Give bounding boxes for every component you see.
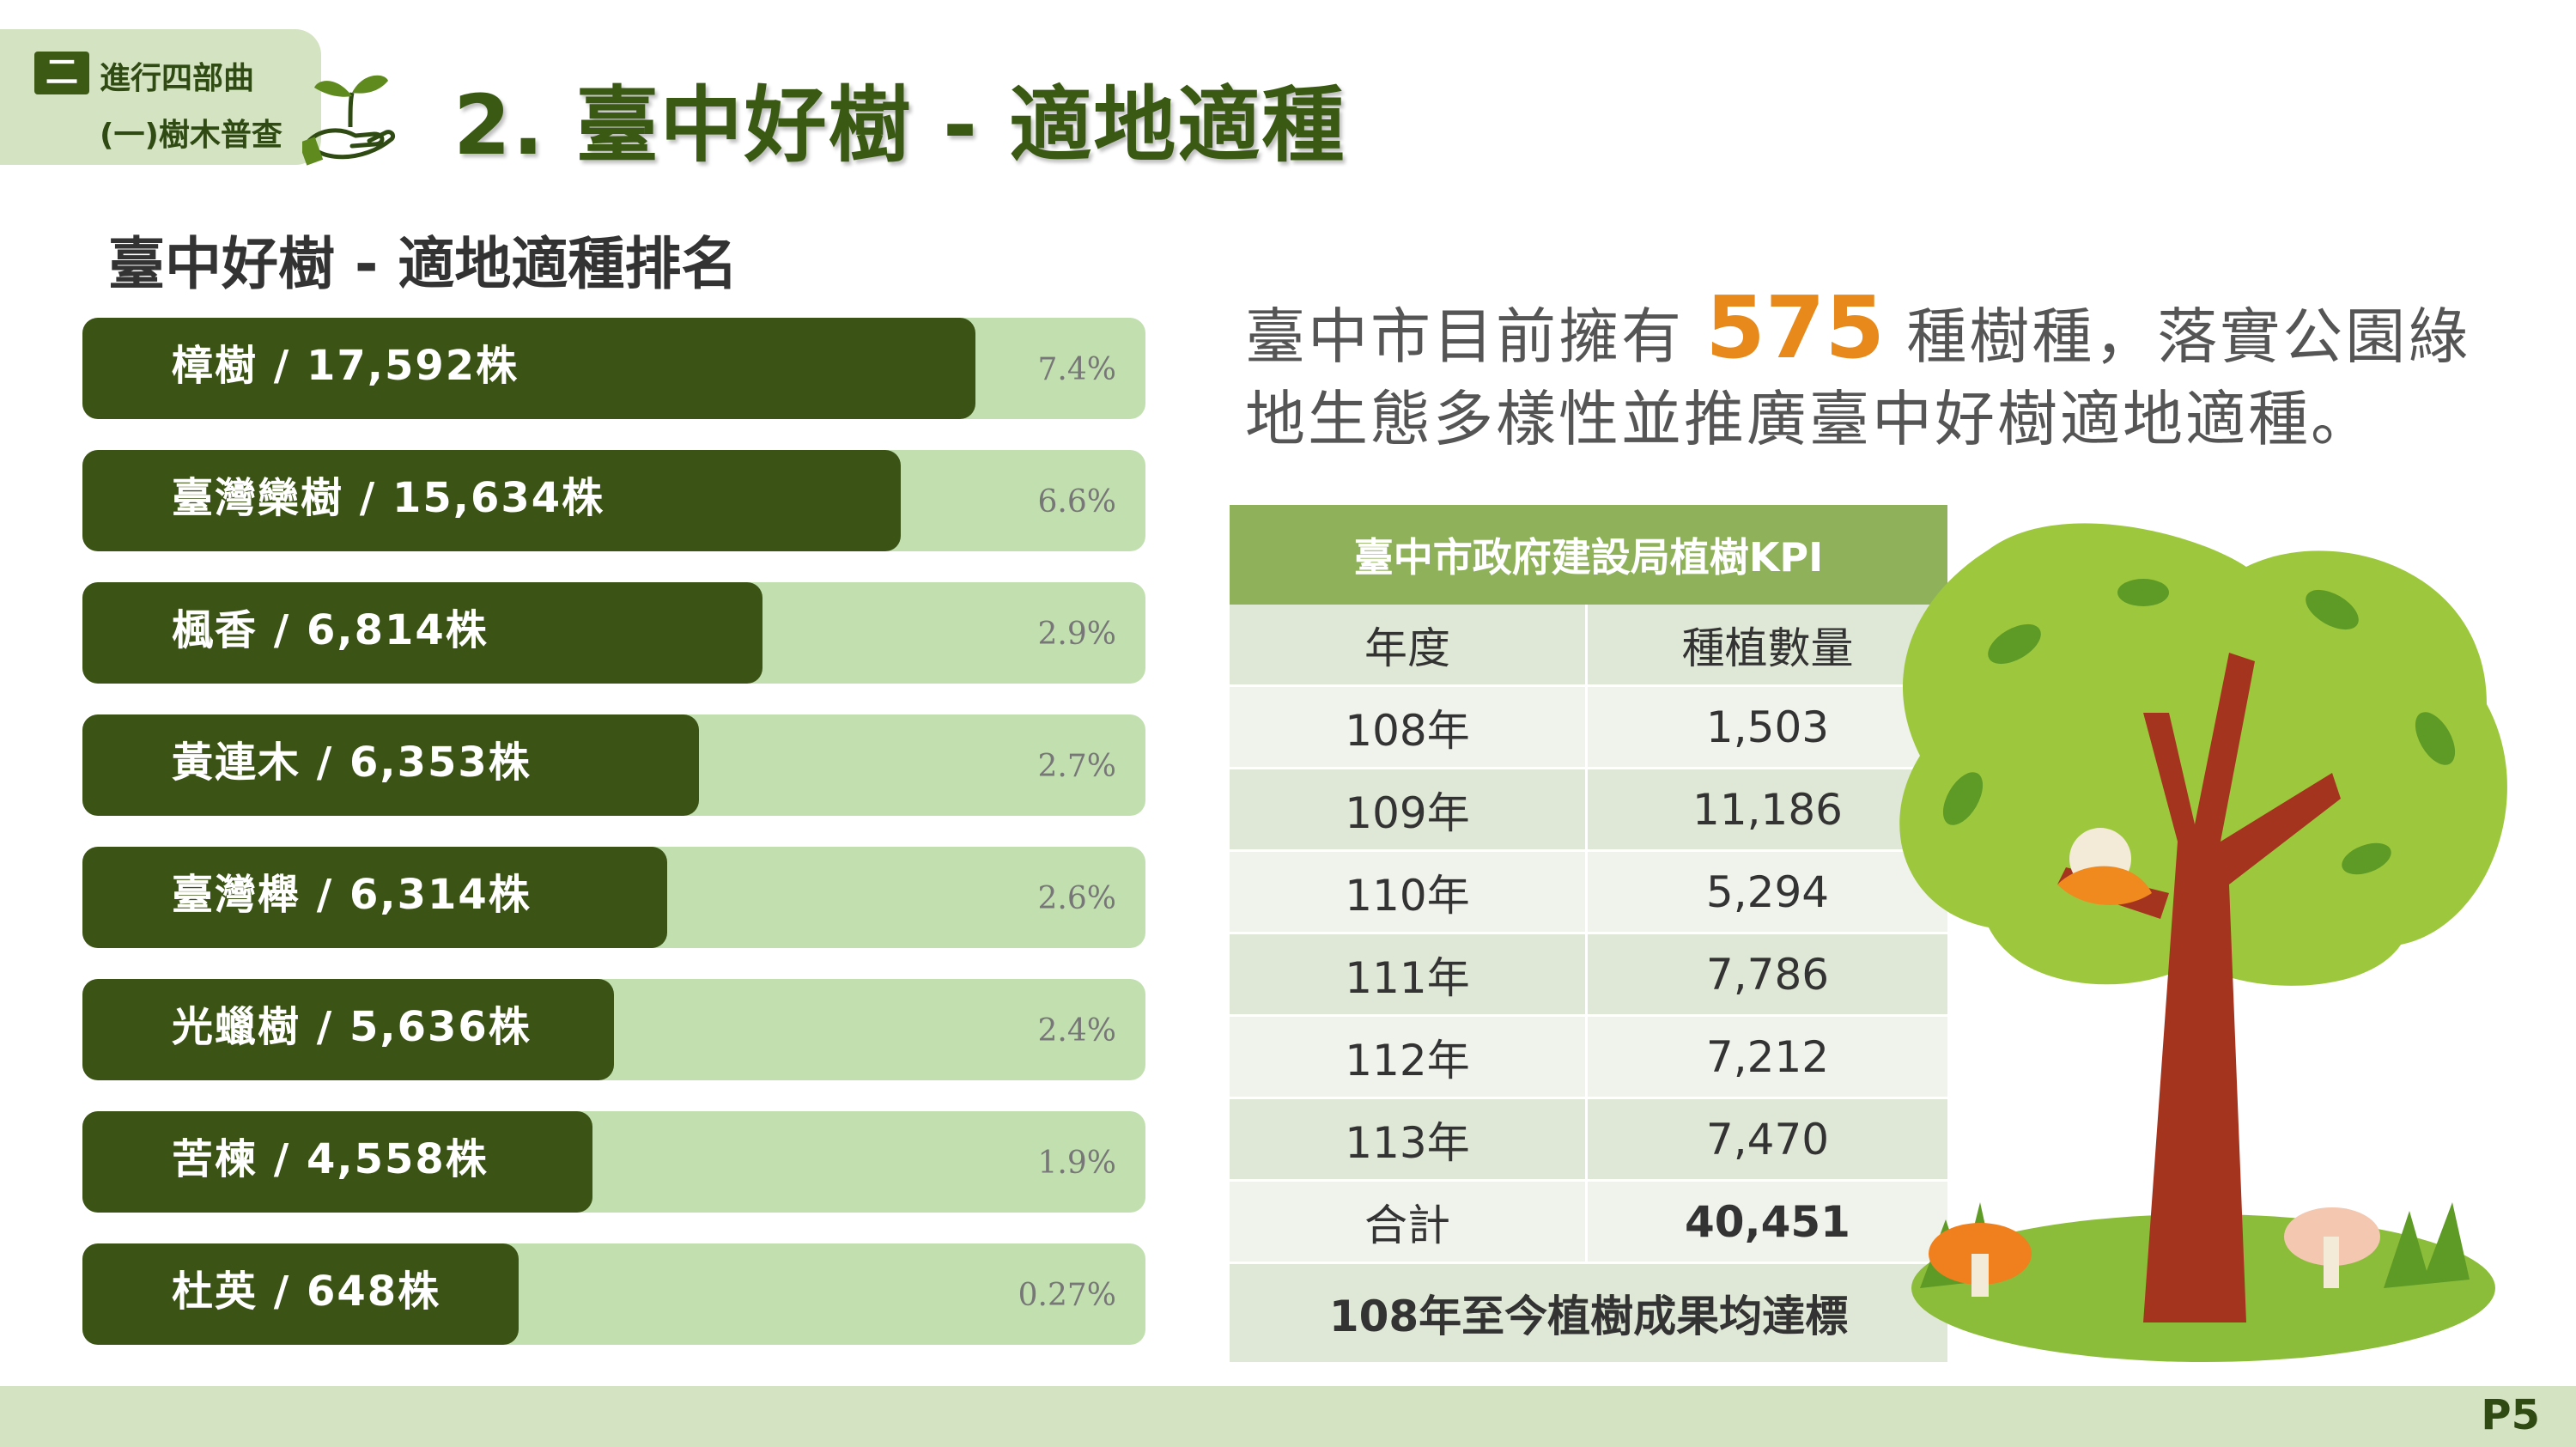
species-count: 575 [1705,277,1886,378]
ranking-bar-percent: 2.9% [1037,617,1116,652]
row-count: 7,470 [1586,1097,1947,1182]
section-subtitle: (一)樹木普查 [100,118,283,153]
ranking-title: 臺中好樹 - 適地適種排名 [108,231,738,297]
kpi-table-title: 臺中市政府建設局植樹KPI [1230,505,1947,605]
table-row: 109年 11,186 [1230,768,1947,852]
ranking-bar-label: 楓香 / 6,814株 [172,606,489,654]
ranking-bar-label: 臺灣櫸 / 6,314株 [172,871,532,919]
row-year: 108年 [1230,685,1588,769]
intro-text: 臺中市目前擁有 575 種樹種，落實公園綠 地生態多樣性並推廣臺中好樹適地適種。 [1245,285,2516,460]
ranking-bar: 樟樹 / 17,592株 7.4% [82,318,1145,419]
ranking-bar-fill [82,1243,519,1345]
footer-bar: P5 [0,1386,2576,1447]
ranking-bar: 楓香 / 6,814株 2.9% [82,582,1145,684]
ranking-bar-fill [82,847,667,948]
ranking-bar-fill [82,1111,593,1213]
row-year: 109年 [1230,768,1588,852]
ranking-bar-percent: 0.27% [1018,1278,1116,1313]
page-number: P5 [2481,1391,2540,1439]
table-row: 108年 1,503 [1230,685,1947,769]
tree-illustration [1899,523,2507,1362]
ranking-bar-percent: 1.9% [1037,1146,1116,1181]
col-year-header: 年度 [1230,605,1588,687]
ranking-bar-percent: 2.4% [1037,1013,1116,1049]
total-label: 合計 [1230,1180,1588,1264]
ranking-bar-label: 苦楝 / 4,558株 [172,1135,489,1183]
ranking-bar: 杜英 / 648株 0.27% [82,1243,1145,1345]
ranking-bar-fill [82,450,902,551]
ranking-bar: 光蠟樹 / 5,636株 2.4% [82,979,1145,1080]
page-title: 2. 臺中好樹 - 適地適種 [453,77,1346,173]
ranking-bar-label: 杜英 / 648株 [172,1268,441,1316]
row-count: 7,786 [1586,933,1947,1017]
table-total-row: 合計 40,451 [1230,1180,1947,1264]
ranking-bar: 苦楝 / 4,558株 1.9% [82,1111,1145,1213]
sprout-hand-icon [302,75,396,166]
table-row: 111年 7,786 [1230,933,1947,1017]
row-year: 111年 [1230,933,1588,1017]
ranking-bar-fill [82,979,614,1080]
ranking-bar-percent: 2.7% [1037,749,1116,784]
ranking-bar-label: 黃連木 / 6,353株 [172,739,532,787]
ranking-bar: 臺灣欒樹 / 15,634株 6.6% [82,450,1145,551]
ranking-bar-percent: 2.6% [1037,881,1116,916]
ranking-bar-label: 臺灣欒樹 / 15,634株 [172,474,605,522]
table-row: 113年 7,470 [1230,1097,1947,1182]
ranking-bar-label: 光蠟樹 / 5,636株 [172,1003,532,1051]
row-count: 1,503 [1586,685,1947,769]
total-value: 40,451 [1586,1180,1947,1264]
ranking-bar-fill [82,714,700,816]
kpi-footnote: 108年至今植樹成果均達標 [1230,1262,1947,1365]
section-badge: 二 進行四部曲 (一)樹木普查 [0,29,321,165]
col-count-header: 種植數量 [1586,605,1947,687]
table-row: 110年 5,294 [1230,850,1947,934]
ranking-bar-fill [82,582,763,684]
intro-line2: 地生態多樣性並推廣臺中好樹適地適種。 [1245,384,2373,454]
ranking-bar-percent: 7.4% [1037,352,1116,387]
ranking-bar: 黃連木 / 6,353株 2.7% [82,714,1145,816]
intro-line1-post: 種樹種，落實公園綠 [1885,301,2471,372]
row-count: 5,294 [1586,850,1947,934]
ranking-bar: 臺灣櫸 / 6,314株 2.6% [82,847,1145,948]
ranking-bar-percent: 6.6% [1037,484,1116,520]
row-year: 113年 [1230,1097,1588,1182]
row-year: 110年 [1230,850,1588,934]
row-count: 7,212 [1586,1015,1947,1099]
ranking-bar-label: 樟樹 / 17,592株 [172,342,519,390]
intro-line1-pre: 臺中市目前擁有 [1245,301,1706,372]
section-number: 二 [34,52,89,94]
ranking-bar-fill [82,318,975,419]
section-title: 進行四部曲 [100,61,255,96]
kpi-table: 臺中市政府建設局植樹KPI 年度 種植數量 108年 1,503 109年 11… [1230,505,1947,1365]
row-year: 112年 [1230,1015,1588,1099]
row-count: 11,186 [1586,768,1947,852]
table-row: 112年 7,212 [1230,1015,1947,1099]
table-header-row: 年度 種植數量 [1230,605,1947,687]
